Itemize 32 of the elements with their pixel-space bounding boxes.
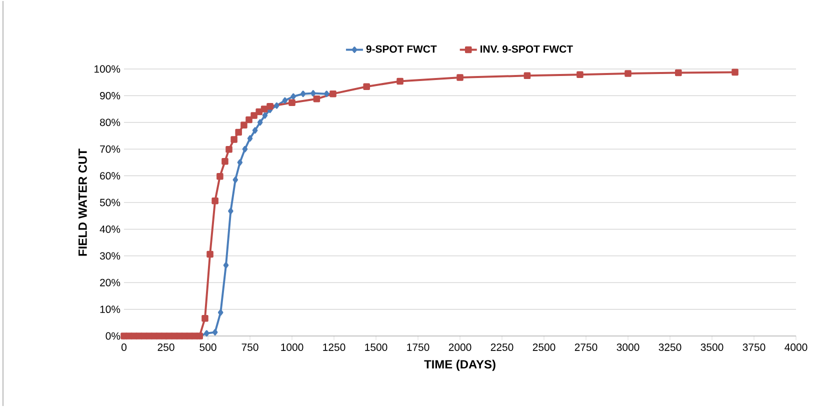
legend-label: 9-SPOT FWCT bbox=[366, 45, 437, 53]
x-tick-label: 2750 bbox=[574, 344, 598, 351]
x-tick-label: 0 bbox=[122, 344, 126, 351]
x-tick-label: 750 bbox=[242, 344, 258, 351]
y-tick-label: 0% bbox=[106, 332, 120, 340]
y-tick-label: 30% bbox=[100, 252, 120, 260]
y-tick-label: 80% bbox=[100, 118, 120, 126]
y-tick-label: 10% bbox=[100, 306, 120, 314]
x-tick-label: 3500 bbox=[700, 344, 724, 351]
y-tick-label: 40% bbox=[100, 226, 120, 233]
x-tick-label: 2250 bbox=[490, 344, 514, 351]
legend-label: INV. 9-SPOT FWCT bbox=[480, 45, 573, 53]
y-tick-label: 50% bbox=[100, 198, 120, 206]
x-tick-label: 4000 bbox=[784, 344, 808, 351]
y-axis-title: FIELD WATER CUT bbox=[78, 148, 87, 256]
y-tick-label: 90% bbox=[100, 92, 120, 100]
x-tick-label: 2500 bbox=[532, 344, 556, 351]
x-tick-label: 2000 bbox=[448, 344, 472, 351]
y-tick-label: 100% bbox=[94, 65, 120, 73]
x-tick-label: 500 bbox=[200, 344, 216, 351]
x-tick-label: 1000 bbox=[281, 344, 304, 351]
x-tick-label: 1250 bbox=[323, 344, 346, 351]
x-tick-label: 1500 bbox=[365, 344, 388, 351]
y-tick-label: 70% bbox=[100, 145, 120, 153]
x-tick-label: 3750 bbox=[742, 344, 766, 351]
x-tick-label: 250 bbox=[158, 344, 174, 351]
x-tick-label: 3250 bbox=[658, 344, 682, 351]
x-axis-title: TIME (DAYS) bbox=[424, 360, 496, 371]
x-tick-label: 3000 bbox=[616, 344, 640, 351]
y-tick-label: 60% bbox=[100, 172, 120, 180]
y-tick-label: 20% bbox=[100, 278, 120, 286]
x-tick-label: 1750 bbox=[407, 344, 430, 351]
